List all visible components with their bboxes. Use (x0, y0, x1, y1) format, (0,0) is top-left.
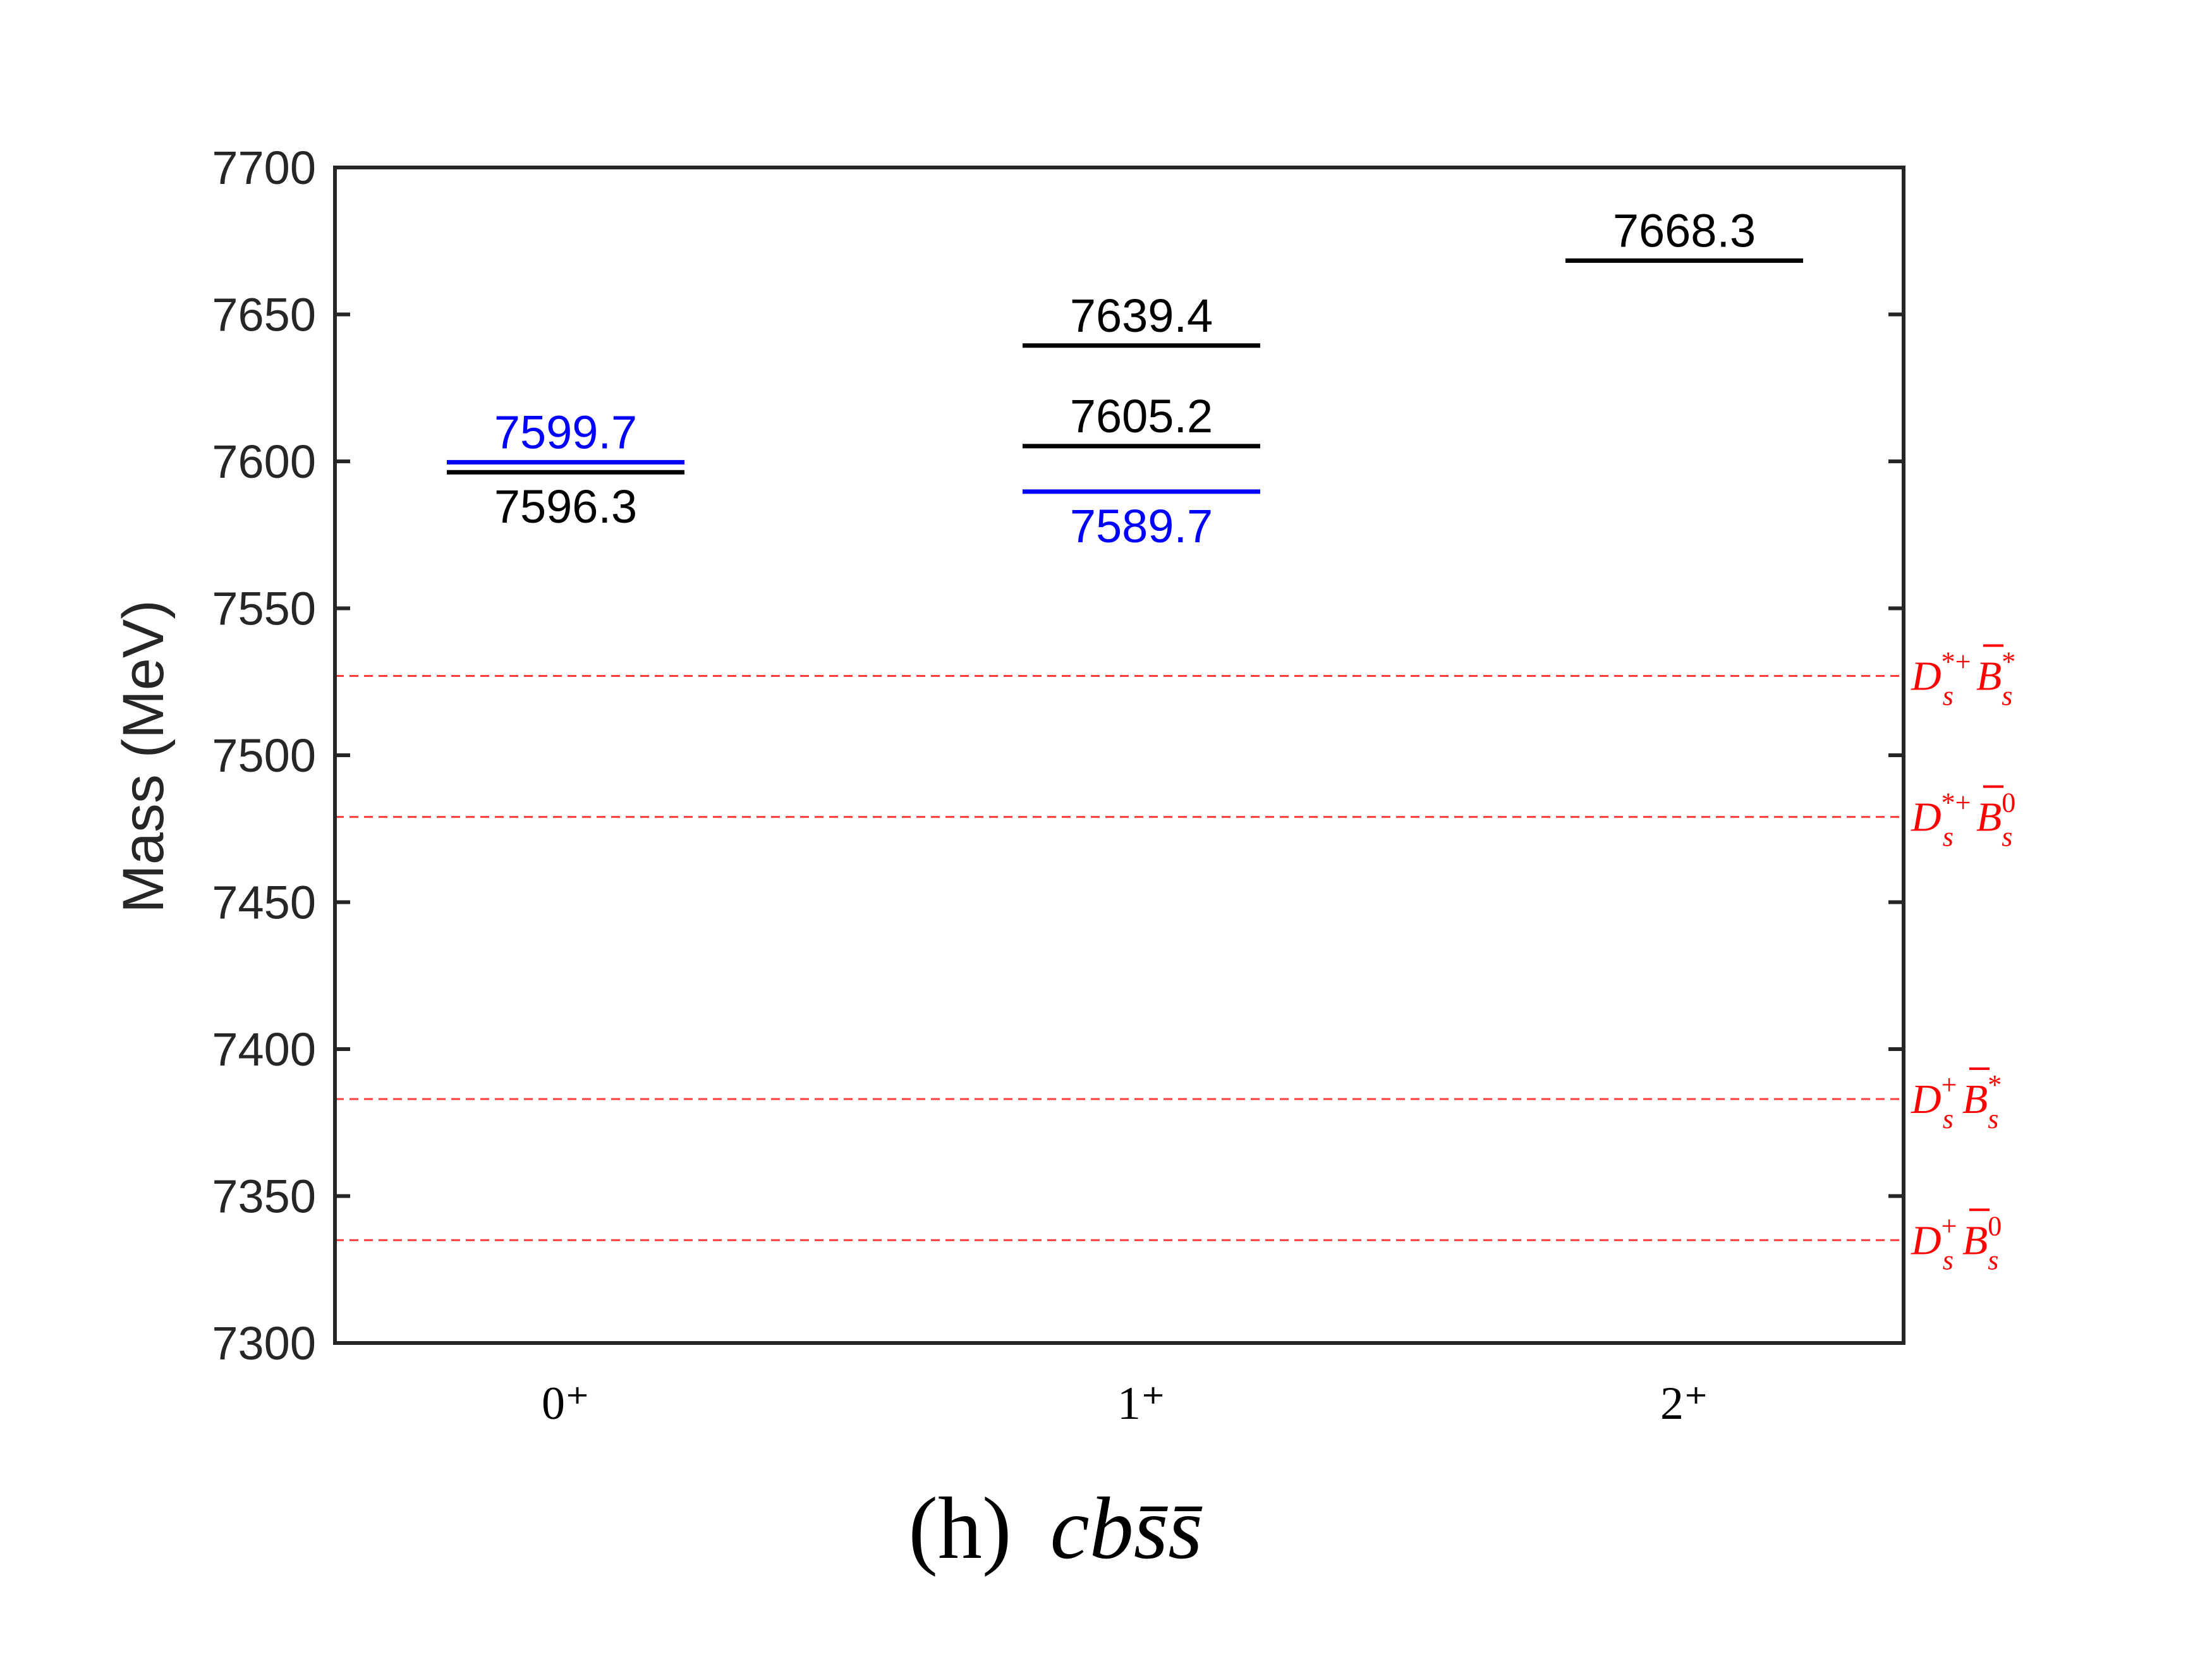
x-tick-label: 0⁺ (542, 1378, 590, 1430)
x-tick-label: 1⁺ (1117, 1378, 1165, 1430)
y-tick-label: 7500 (212, 729, 316, 782)
mass-level-label: 7605.2 (1070, 390, 1213, 442)
y-tick-label: 7300 (212, 1317, 316, 1370)
axes: 7300 7350 7400 7450 7500 7550 7600 7650 7700 0⁺ 1⁺… (212, 142, 1905, 1430)
threshold-label: D+ s B0 s (1911, 1210, 2002, 1275)
y-tick-label: 7600 (212, 435, 316, 488)
y-tick-label: 7700 (212, 142, 316, 194)
mass-level-label: 7668.3 (1613, 204, 1756, 257)
mass-levels: 7599.7 7596.3 7639.4 7605.2 7589.7 7668.3 (447, 204, 1803, 552)
mass-level-label: 7599.7 (494, 406, 637, 458)
caption-label: (h) (908, 1480, 1011, 1577)
chart-caption: (h) cbs̄s̄ (908, 1480, 1203, 1577)
y-tick-label: 7450 (212, 877, 316, 929)
mass-level-label: 7596.3 (494, 480, 637, 533)
threshold-label: D*+ s B* s (1911, 646, 2015, 711)
mass-level-label: 7639.4 (1070, 289, 1213, 342)
y-axis-title: Mass (MeV) (111, 600, 176, 913)
threshold-label: D*+ s B0 s (1911, 787, 2015, 853)
y-tick-label: 7350 (212, 1170, 316, 1223)
y-tick-label: 7550 (212, 583, 316, 635)
threshold-label: D+ s B* s (1911, 1069, 2002, 1134)
mass-level-label: 7589.7 (1070, 500, 1213, 552)
y-tick-label: 7650 (212, 289, 316, 341)
caption-formula: cbs̄s̄ (1050, 1480, 1203, 1577)
threshold-lines: D*+ s B* s D*+ s B0 s D+ s B* s D+ s B0 s (335, 644, 2015, 1275)
x-tick-label: 2⁺ (1660, 1378, 1708, 1430)
y-tick-label: 7400 (212, 1023, 316, 1076)
